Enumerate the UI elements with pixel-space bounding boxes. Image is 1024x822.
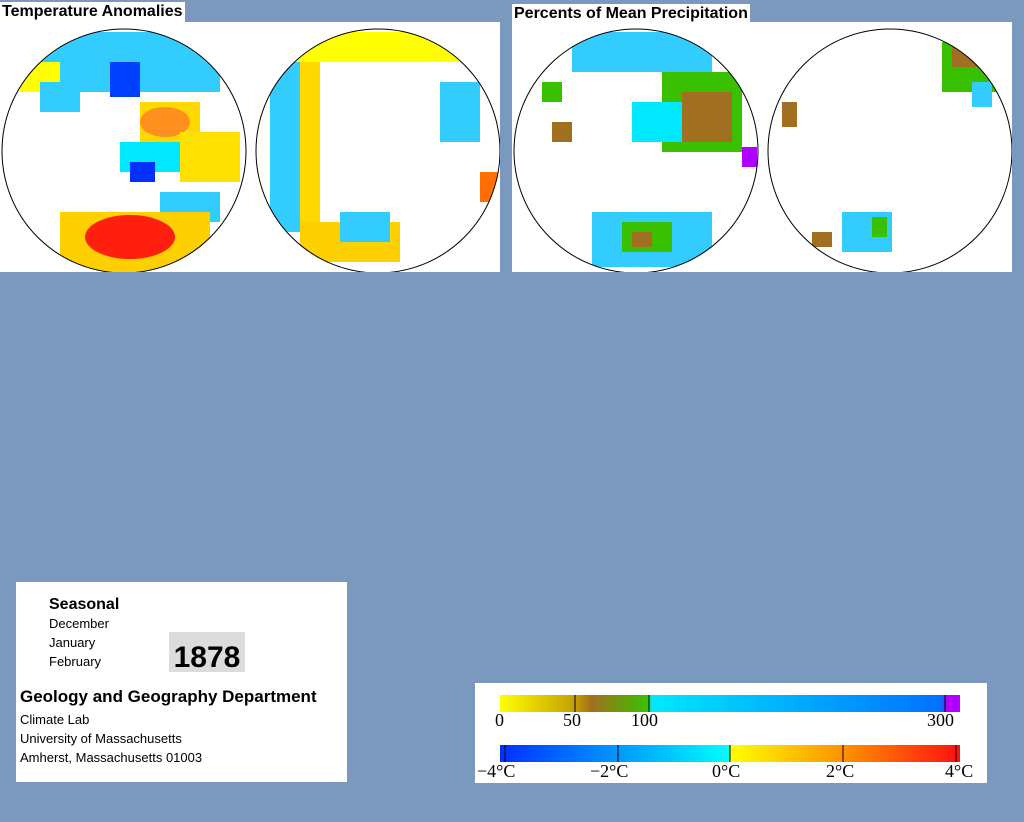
address-line: Climate Lab [20,712,90,727]
precipitation-hemisphere-north [514,29,758,272]
temperature-panel [0,22,500,272]
precipitation-colorbar [500,695,960,712]
season-label: Seasonal [49,596,120,613]
temperature-hemisphere-south [256,29,500,272]
temperature-maps [1,28,500,272]
month-label: February [49,654,102,669]
year-label: 1878 [169,632,245,674]
precip-tick-label: 0 [495,710,504,730]
department-name: Geology and Geography Department [20,687,317,706]
temp-tick-label: 2°C [826,761,855,781]
color-scales [500,695,960,762]
month-label: January [49,635,96,650]
precip-tick-label: 50 [563,710,581,730]
temp-tick-label: 0°C [712,761,741,781]
precipitation-maps [513,28,1012,272]
precipitation-hemisphere-south [768,29,1012,272]
temperature-panel-title: Temperature Anomalies [0,2,185,22]
temp-tick-label: −2°C [590,761,629,781]
precip-tick-label: 100 [631,710,658,730]
legend-box: 0 50 100 300 −4°C −2°C 0°C 2°C 4°C [475,683,987,783]
temp-tick-label: 4°C [945,761,974,781]
address-line: University of Massachusetts [20,731,182,746]
info-box: Seasonal December January February 1878 … [16,582,347,782]
precipitation-panel [512,22,1012,272]
month-label: December [49,616,109,631]
precip-tick-label: 300 [927,710,954,730]
address-line: Amherst, Massachusetts 01003 [20,750,203,765]
temp-tick-label: −4°C [477,761,516,781]
precipitation-panel-title: Percents of Mean Precipitation [512,4,750,24]
